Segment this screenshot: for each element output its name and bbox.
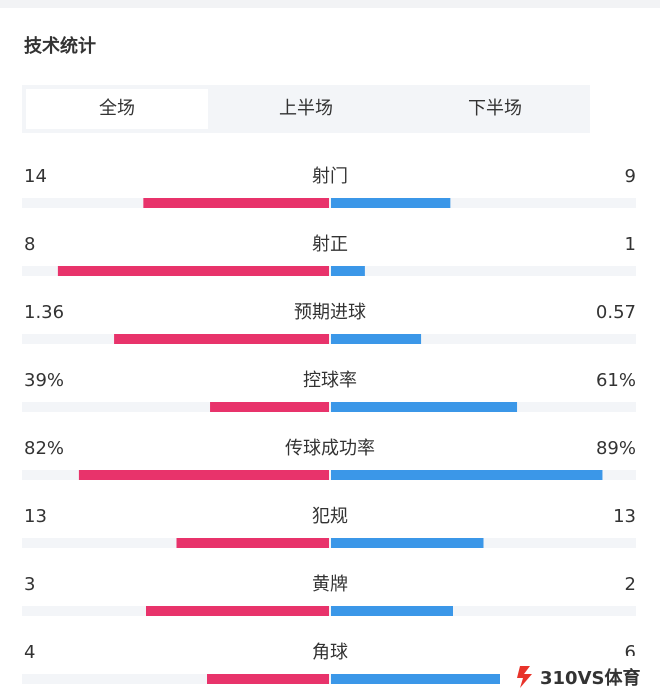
away-value: 9 — [625, 166, 636, 187]
away-bar — [331, 538, 484, 548]
away-value: 6 — [625, 642, 636, 663]
away-value: 61% — [596, 370, 636, 391]
stat-label: 传球成功率 — [285, 438, 375, 459]
watermark-logo — [517, 666, 532, 688]
away-bar — [331, 198, 451, 208]
home-bar — [207, 674, 329, 684]
away-bar — [331, 470, 603, 480]
watermark: 310VS体育 — [540, 667, 640, 689]
away-value: 2 — [625, 574, 636, 595]
home-bar — [210, 402, 329, 412]
tab-label[interactable]: 上半场 — [279, 98, 333, 119]
away-value: 89% — [596, 438, 636, 459]
away-bar — [331, 334, 422, 344]
title: 技术统计 — [24, 35, 96, 57]
stat-label: 预期进球 — [294, 302, 366, 323]
away-value: 13 — [613, 506, 636, 527]
home-value: 82% — [24, 438, 64, 459]
stat-label: 射正 — [312, 234, 348, 255]
away-value: 0.57 — [596, 302, 636, 323]
away-value: 1 — [625, 234, 636, 255]
active-tab[interactable] — [26, 89, 208, 129]
home-bar — [78, 470, 330, 480]
away-bar — [331, 606, 453, 616]
stat-label: 角球 — [312, 642, 348, 663]
stat-label: 犯规 — [312, 506, 348, 527]
stat-label: 射门 — [312, 166, 348, 187]
home-value: 14 — [24, 166, 47, 187]
home-value: 39% — [24, 370, 64, 391]
tab-label[interactable]: 下半场 — [468, 98, 522, 119]
home-value: 1.36 — [24, 302, 64, 323]
stat-label: 黄牌 — [312, 574, 348, 595]
top-strip — [0, 0, 660, 8]
home-bar — [146, 606, 329, 616]
home-value: 8 — [24, 234, 35, 255]
home-bar — [176, 538, 329, 548]
away-bar — [331, 674, 514, 684]
away-bar — [331, 266, 365, 276]
home-bar — [57, 266, 330, 276]
home-bar — [114, 334, 329, 344]
away-bar — [331, 402, 518, 412]
home-value: 4 — [24, 642, 35, 663]
home-value: 3 — [24, 574, 35, 595]
home-value: 13 — [24, 506, 47, 527]
home-bar — [143, 198, 329, 208]
stat-label: 控球率 — [303, 370, 357, 391]
tab-label[interactable]: 全场 — [99, 98, 135, 119]
